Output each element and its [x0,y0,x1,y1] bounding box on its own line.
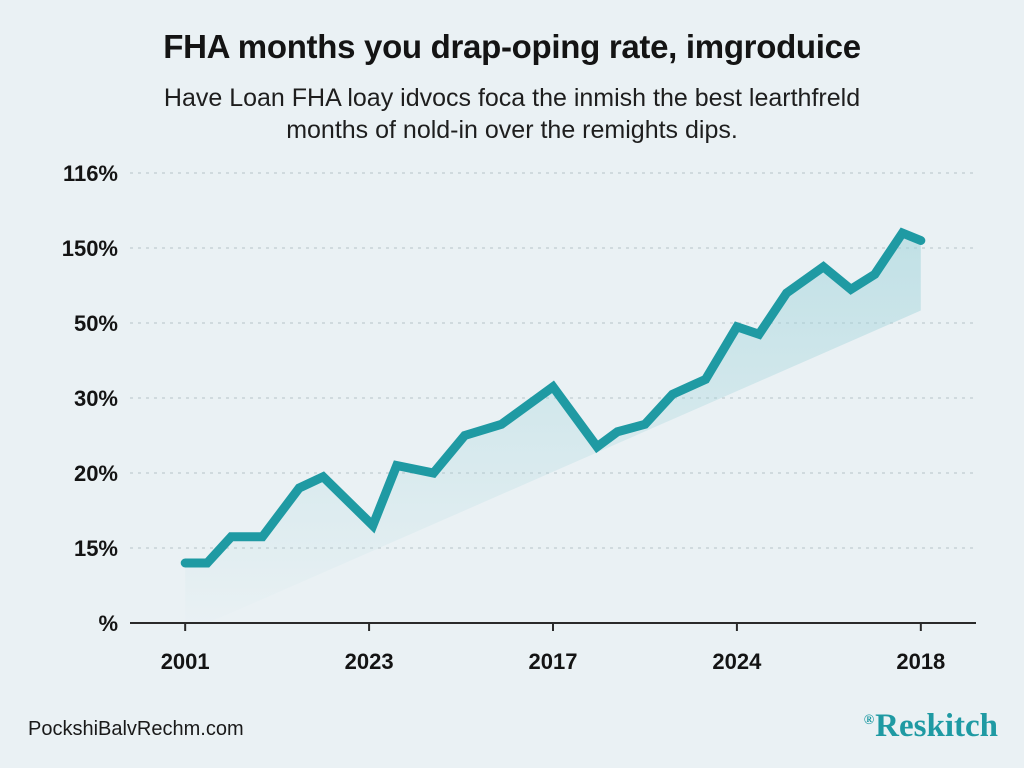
y-tick-label: 30% [74,386,118,411]
data-point [733,323,741,331]
area-shading [185,233,921,633]
data-point [847,285,855,293]
x-tick-label: 2001 [161,649,210,674]
data-point [319,473,327,481]
data-point [702,375,710,383]
data-point [755,330,763,338]
y-axis-ticks: % 15% 20% 30% 50% 150% 116% [62,161,118,636]
data-point [461,432,469,440]
data-point [430,469,438,477]
data-point [613,428,621,436]
x-tick-label: 2023 [345,649,394,674]
axes [130,622,976,631]
brand-logo: ®Reskitch [864,708,998,745]
data-point [393,462,401,470]
data-point [295,484,303,492]
y-tick-label: % [98,611,118,636]
data-point [917,237,925,245]
series-line [180,227,926,568]
y-tick-label: 15% [74,536,118,561]
data-point [369,522,377,530]
data-point [203,559,211,567]
series-lines [180,227,926,568]
series-area [185,233,921,633]
chart-title: FHA months you drap-oping rate, imgrodui… [163,28,861,65]
subtitle-line-2: months of nold-in over the remights dips… [286,116,738,144]
data-point [258,533,266,541]
brand-name: Reskitch [875,708,998,744]
x-tick-label: 2018 [896,649,945,674]
data-point [819,263,827,271]
y-tick-label: 20% [74,461,118,486]
x-tick-label: 2017 [529,649,578,674]
brand-mark: ® [863,713,875,728]
gridlines [130,172,976,549]
x-tick-label: 2024 [712,649,762,674]
data-point [227,533,235,541]
data-point [549,383,557,391]
data-point [898,229,906,237]
chart-subtitle: Have Loan FHA loay idvocs foca the inmis… [62,82,962,146]
y-tick-label: 50% [74,311,118,336]
data-point [498,420,506,428]
data-point [783,289,791,297]
y-tick-label: 150% [62,236,118,261]
data-point [181,559,189,567]
data-point [593,443,601,451]
data-point [871,270,879,278]
data-point [669,390,677,398]
source-credit: PockshiBalvRechm.com [28,718,244,740]
data-point [641,420,649,428]
x-axis-ticks: 2001 2023 2017 2024 2018 [161,649,946,674]
y-tick-label: 116% [63,161,118,186]
subtitle-line-1: Have Loan FHA loay idvocs foca the inmis… [163,84,861,112]
